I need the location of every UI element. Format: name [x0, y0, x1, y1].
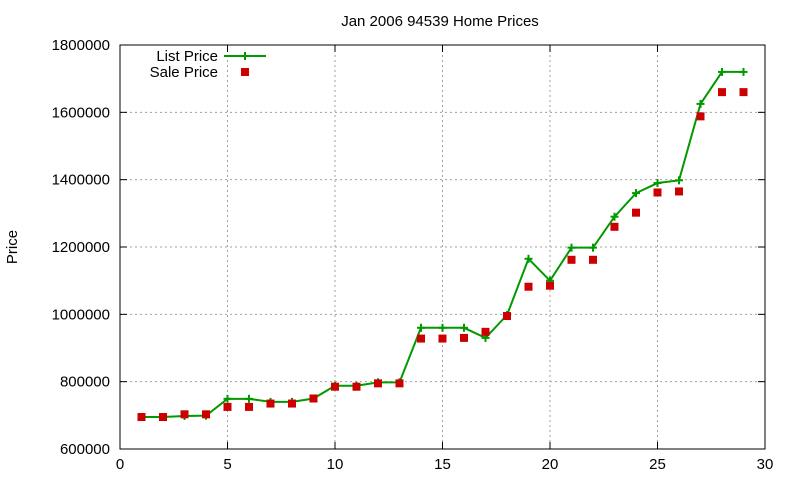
- list-price-point: [718, 67, 726, 76]
- list-price-point: [589, 243, 597, 252]
- list-price-point: [245, 394, 253, 403]
- list-price-point: [675, 176, 683, 185]
- list-price-point: [460, 323, 468, 332]
- sale-price-point: [632, 208, 640, 217]
- legend-swatch-marker: [241, 52, 249, 60]
- sale-price-point: [309, 394, 318, 403]
- list-price-point: [632, 189, 640, 198]
- y-tick-label: 800000: [60, 374, 110, 391]
- sale-price-point: [266, 399, 275, 408]
- sale-price-point: [546, 281, 554, 290]
- sale-price-point: [589, 255, 597, 264]
- list-price-point: [417, 323, 425, 332]
- sale-price-point: [675, 187, 683, 196]
- sale-price-point: [417, 334, 425, 343]
- sale-price-point: [331, 382, 339, 391]
- y-tick-label: 1000000: [52, 306, 110, 323]
- sale-price-point: [245, 402, 253, 411]
- list-price-point: [438, 323, 447, 332]
- plot-frame: [119, 44, 766, 450]
- legend-swatch-marker: [241, 68, 249, 76]
- legend-label: List Price: [156, 48, 218, 65]
- list-price-point: [223, 394, 232, 403]
- sale-price-point: [696, 112, 705, 121]
- list-price-point: [696, 99, 705, 108]
- sale-price-point: [610, 222, 619, 231]
- list-price-point: [524, 254, 533, 263]
- list-price-point: [610, 212, 619, 221]
- y-tick-label: 1600000: [52, 104, 110, 121]
- sale-price-point: [159, 413, 167, 422]
- grid: [120, 45, 765, 449]
- sale-price-point: [374, 379, 382, 388]
- sale-price-point: [460, 333, 468, 342]
- x-tick-label: 0: [116, 456, 124, 473]
- y-axis-title: Price: [4, 230, 21, 264]
- axes: 0 5 10 15 20 25 30 600000 800000 1000000 1200000 14…: [52, 37, 774, 473]
- sale-price-point: [653, 188, 662, 197]
- list-price-point: [567, 243, 576, 252]
- y-tick-label: 600000: [60, 441, 110, 458]
- sale-price-point: [739, 88, 748, 97]
- sale-price-point: [503, 312, 511, 321]
- sale-price-point: [481, 327, 490, 336]
- legend-label: Sale Price: [150, 64, 218, 81]
- sale-price-point: [180, 410, 189, 419]
- sale-price-point: [202, 410, 210, 419]
- x-tick-label: 10: [327, 456, 344, 473]
- x-tick-label: 20: [542, 456, 559, 473]
- x-tick-label: 25: [649, 456, 666, 473]
- chart-title: Jan 2006 94539 Home Prices: [341, 13, 539, 30]
- sale-price-point: [524, 282, 533, 291]
- sale-price-point: [395, 379, 404, 388]
- sale-price-point: [288, 399, 296, 408]
- series: [137, 67, 748, 422]
- sale-price-point: [137, 413, 146, 422]
- sale-price-point: [352, 382, 361, 391]
- y-tick-label: 1400000: [52, 172, 110, 189]
- sale-price-point: [438, 334, 447, 343]
- list-price-point: [739, 67, 748, 76]
- list-price-point: [653, 179, 662, 188]
- sale-price-point: [718, 88, 726, 97]
- sale-price-point: [223, 402, 232, 411]
- x-tick-label: 5: [223, 456, 231, 473]
- y-tick-label: 1800000: [52, 37, 110, 54]
- sale-price-point: [567, 255, 576, 264]
- x-tick-label: 15: [434, 456, 451, 473]
- y-tick-label: 1200000: [52, 239, 110, 256]
- x-tick-label: 30: [757, 456, 774, 473]
